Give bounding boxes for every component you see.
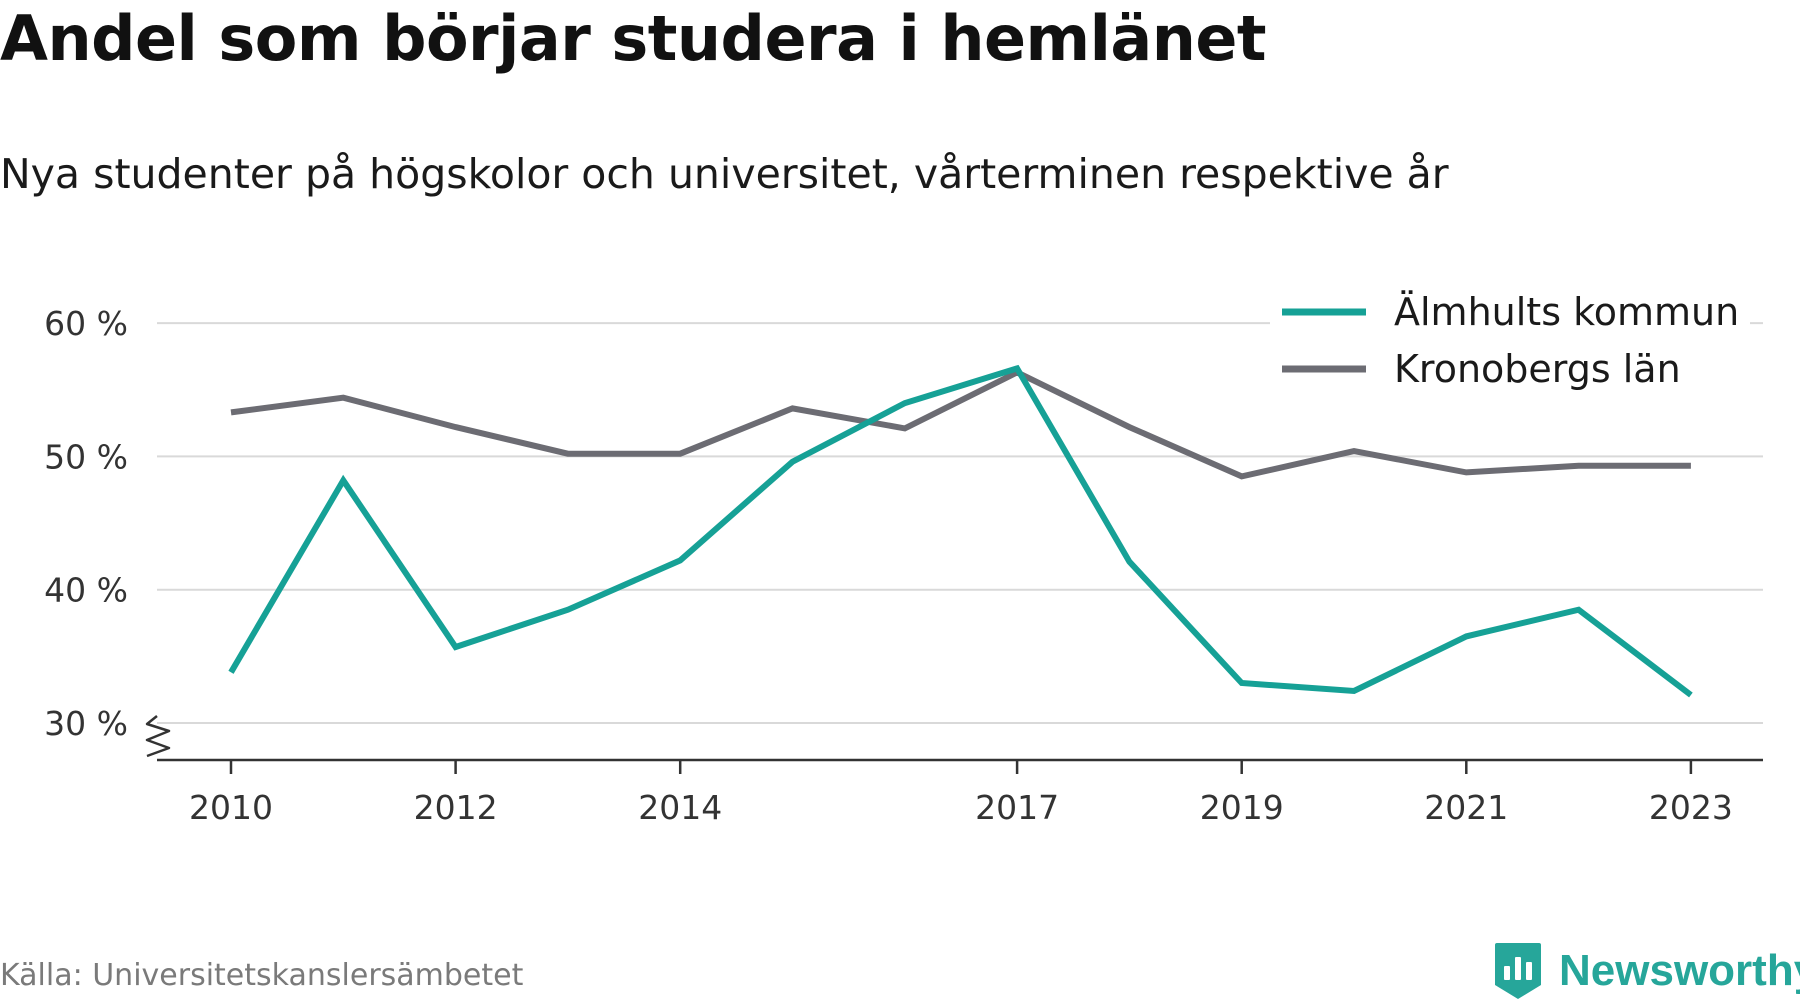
x-tick-label: 2017 <box>975 788 1059 827</box>
newsworthy-logo-icon <box>1495 943 1541 999</box>
y-tick-label: 30 % <box>44 704 128 743</box>
chart-subtitle: Nya studenter på högskolor och universit… <box>0 150 1449 198</box>
x-tick-label: 2023 <box>1649 788 1733 827</box>
series-line <box>230 369 1691 480</box>
x-tick-label: 2021 <box>1424 788 1508 827</box>
series-line <box>228 364 1693 698</box>
x-tick-label: 2010 <box>189 788 273 827</box>
x-tick-label: 2012 <box>414 788 498 827</box>
x-tick-label: 2019 <box>1200 788 1284 827</box>
y-tick-label: 40 % <box>44 571 128 610</box>
axis-break-icon <box>145 715 171 758</box>
brand-logo: Newsworthy <box>1493 938 1800 1004</box>
y-tick-label: 60 % <box>44 304 128 343</box>
source-note: Källa: Universitetskanslersämbetet <box>0 958 524 993</box>
brand-name: Newsworthy <box>1559 946 1800 995</box>
legend-label: Kronobergs län <box>1394 347 1681 391</box>
legend-background <box>1270 282 1750 392</box>
legend-label: Älmhults kommun <box>1394 290 1739 334</box>
x-tick-label: 2014 <box>638 788 722 827</box>
y-tick-label: 50 % <box>44 437 128 476</box>
chart-title: Andel som börjar studera i hemlänet <box>0 2 1267 75</box>
